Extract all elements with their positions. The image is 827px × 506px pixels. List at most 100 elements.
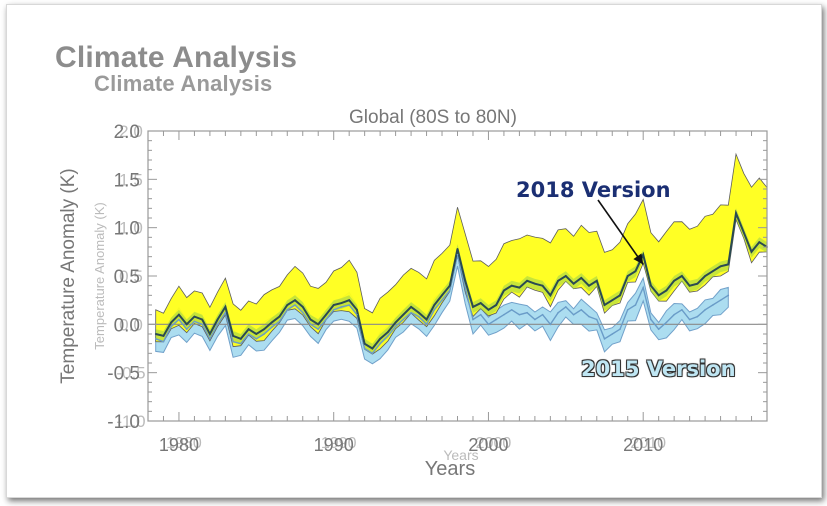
series-2015-version-point (665, 321, 668, 324)
xtick-label: 1980 (159, 435, 199, 455)
series-2015-version-point (464, 286, 467, 289)
series-2015-version-point (541, 313, 544, 316)
series-2018-version-point (464, 279, 467, 282)
series-2015-version-point (317, 328, 320, 330)
chart-svg: -1.0 -0.5 0.0 0.5 1.0 1.5 2.0 1980 1990 2000 2010 Y… (58, 122, 768, 480)
series-2018-version-point (456, 248, 459, 250)
ghost-xlabel: Years (443, 447, 478, 463)
ytick-label: 0.5 (114, 267, 140, 288)
series-2018-version-point (270, 321, 273, 324)
series-2015-version-point (371, 352, 374, 355)
ghost-ytick-label: 0.5 (119, 267, 143, 286)
series-2018-version-point (750, 250, 753, 253)
series-2015-version-point (301, 311, 304, 314)
axes: -1.0 -0.5 0.0 0.5 1.0 1.5 2.0 1980 1990 2000 2010 Y… (58, 122, 768, 480)
series-2018-version-point (224, 306, 227, 308)
series-2018-version-point (309, 318, 312, 321)
series-2018-version-point (472, 306, 474, 308)
series-2018-version-point (209, 333, 211, 335)
series-2015-version-point (626, 309, 629, 311)
series-2018-version-point (286, 304, 289, 306)
series-2015-version-point (394, 325, 397, 328)
series-2015-version-point (456, 253, 459, 256)
series-2018-version-point (758, 241, 761, 244)
series-2015-version-point (271, 326, 273, 329)
ghost-xtick-label: 2010 (630, 435, 666, 452)
ghost-ytick-label: 1.0 (119, 219, 143, 238)
series-2015-version-point (588, 315, 590, 318)
series-2018-version-point (634, 270, 637, 273)
series-2018-version-point (263, 328, 265, 331)
ytick-label: -0.5 (107, 364, 140, 385)
series-2015-version-point (263, 333, 265, 335)
xtick-label: 2000 (468, 435, 508, 455)
chart-frame: -1.0 -0.5 0.0 0.5 1.0 1.5 2.0 1980 1990 2000 2010 Y… (6, 4, 822, 498)
ghost-ytick-label: 1.5 (119, 170, 143, 189)
ytick-label: 1.5 (114, 170, 140, 191)
series-2015-version-point (255, 338, 258, 340)
series-2018-version-point (425, 318, 428, 321)
series-2018-version-point (154, 333, 157, 335)
series-2018-version-point (711, 270, 714, 273)
series-2015-version-point (348, 304, 350, 306)
chart-title: Global (80S to 80N) (349, 107, 517, 128)
series-2018-version-point (162, 335, 165, 337)
ghost-ytick-label: 0.0 (119, 315, 143, 334)
annotation-2015-version: 2015 Version (581, 357, 736, 381)
ytick-label: 1.0 (114, 219, 140, 240)
series-2015-version-point (201, 323, 203, 326)
series-2018-version-point (348, 299, 351, 302)
series-2015-version-point (448, 289, 451, 292)
series-2018-version-point (379, 337, 382, 340)
series-2015-version-point (325, 318, 327, 321)
series-2015-version-point (356, 313, 358, 316)
series-2018-version-point (626, 275, 629, 277)
series-2018-version-point (526, 279, 529, 282)
series-2018-version-point (704, 275, 706, 277)
series-2018-version-point (541, 284, 544, 287)
series-2018-version-point (448, 284, 451, 287)
series-2015-version-point (340, 306, 343, 308)
series-2015-version-point (170, 325, 173, 328)
series-2015-version-point (232, 340, 234, 343)
series-2018-version-point (332, 304, 335, 306)
series-2018-version-point (665, 289, 668, 292)
ghost-ytick-label: -0.5 (116, 364, 145, 383)
series-2018-version-point (201, 318, 204, 321)
series-2015-version-point (425, 323, 428, 326)
series-2018-version-point (510, 284, 513, 287)
series-2015-version-point (688, 318, 691, 321)
data-areas (155, 152, 768, 365)
series-2015-version-point (286, 309, 289, 311)
series-2015-version-point (595, 318, 598, 321)
series-2018-version-point (503, 289, 505, 292)
series-2015-version-point (510, 309, 513, 311)
series-2015-version-point (603, 338, 606, 340)
annotation-2018-version: 2018 Version (516, 178, 671, 202)
annotation-arrow (597, 199, 644, 265)
series-2015-version-point (224, 311, 227, 314)
series-2018-version-point (363, 342, 366, 345)
series-2015-version-point (247, 333, 250, 335)
series-2018-version-point (170, 321, 173, 324)
series-2018-version-point (410, 306, 412, 308)
series-2018-version-point (255, 333, 258, 335)
series-2015-version-point (495, 318, 497, 321)
series-2015-version-point (278, 320, 281, 323)
series-2015-version-point (611, 333, 614, 335)
series-2015-version-point (178, 318, 180, 321)
series-2015-version-point (704, 309, 706, 311)
series-2018-version-point (657, 294, 660, 297)
series-2018-version-point (247, 328, 250, 331)
ghost-xtick-label: 1980 (166, 435, 202, 452)
series-2018-version-point (325, 313, 327, 316)
series-2018-version-point (696, 282, 699, 285)
series-2018-version-point (673, 279, 676, 282)
ghost-ytick-label: -1.0 (116, 412, 145, 431)
ghost-labels: -1.0 -0.5 0.0 0.5 1.0 1.5 2.0 1980 1990 2000 2010 Y… (92, 122, 666, 463)
series-2018-version-point (340, 302, 343, 304)
series-2015-version-point (503, 313, 505, 316)
series-2018-version-point (642, 253, 645, 256)
series-2018-version-point (735, 212, 737, 215)
heading-climate-analysis: Climate Analysis (55, 41, 298, 74)
